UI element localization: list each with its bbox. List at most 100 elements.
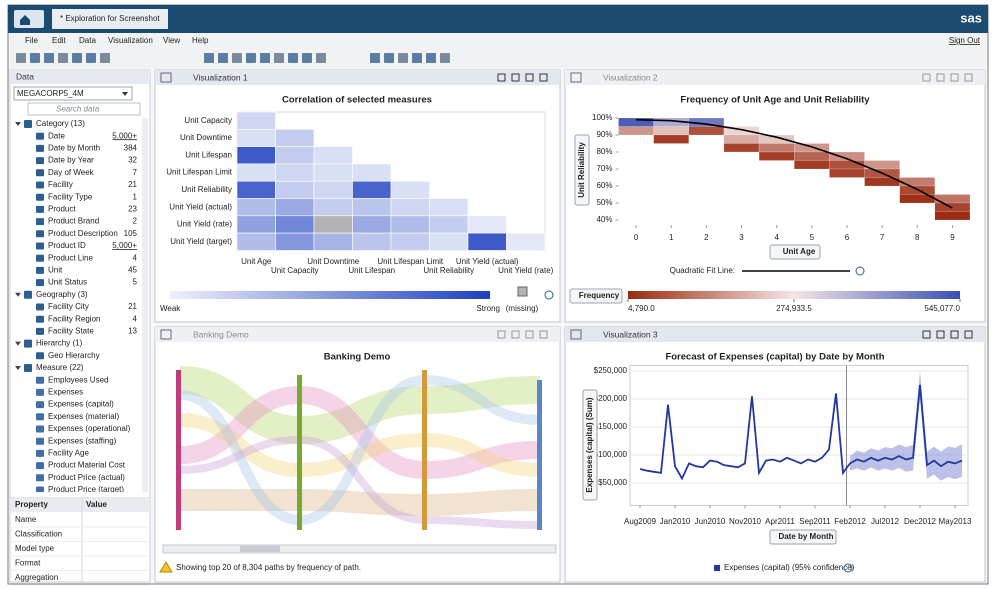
- item-label[interactable]: Facility City: [48, 302, 89, 311]
- panel: Visualization 3 Forecast of Expenses (cap…: [564, 326, 986, 583]
- item-label[interactable]: Date by Month: [48, 144, 100, 153]
- tool-button[interactable]: [288, 53, 298, 63]
- info-icon[interactable]: [855, 266, 865, 276]
- item-label[interactable]: Product ID: [48, 241, 86, 250]
- tool-button[interactable]: [440, 53, 450, 63]
- panel-title: Banking Demo: [193, 329, 249, 339]
- search-box[interactable]: [27, 102, 141, 116]
- item-label[interactable]: Day of Week: [48, 168, 95, 177]
- x-label-button[interactable]: [769, 244, 821, 260]
- panel-pin-button[interactable]: [922, 330, 931, 339]
- item-label[interactable]: Product Brand: [48, 217, 99, 226]
- item-label[interactable]: Product Price (target): [48, 485, 124, 494]
- tool-button[interactable]: [398, 53, 408, 63]
- panel-close-button[interactable]: [964, 330, 973, 339]
- item-label[interactable]: Facility Region: [48, 314, 100, 323]
- tool-button[interactable]: [58, 53, 68, 63]
- item-label[interactable]: Facility Type: [48, 192, 93, 201]
- menu-item[interactable]: View: [163, 36, 180, 45]
- item-label[interactable]: Facility State: [48, 327, 94, 336]
- tool-button[interactable]: [232, 53, 242, 63]
- item-label[interactable]: Product Line: [48, 253, 93, 262]
- expander[interactable]: [15, 292, 21, 297]
- menu-item[interactable]: Edit: [52, 36, 67, 45]
- group-label[interactable]: Hierarchy (1): [36, 339, 83, 348]
- panel-max-button[interactable]: [525, 73, 534, 82]
- panel-min-button[interactable]: [936, 73, 945, 82]
- y-label-button[interactable]: [582, 389, 598, 501]
- item-label[interactable]: Expenses (staffing): [48, 436, 117, 445]
- tool-button[interactable]: [384, 53, 394, 63]
- info-icon[interactable]: [843, 563, 853, 573]
- panel-close-button[interactable]: [539, 73, 548, 82]
- cell: [429, 198, 469, 217]
- scrollbar[interactable]: [142, 118, 148, 492]
- expander[interactable]: [15, 366, 21, 370]
- tool-button[interactable]: [44, 53, 54, 63]
- item-label[interactable]: Employees Used: [48, 375, 108, 384]
- item-label[interactable]: Geo Hierarchy: [48, 351, 100, 360]
- item-label[interactable]: Unit Status: [48, 278, 87, 287]
- tool-button[interactable]: [16, 53, 26, 63]
- tool-button[interactable]: [218, 53, 228, 63]
- info-icon[interactable]: [544, 290, 554, 300]
- tool-button[interactable]: [260, 53, 270, 63]
- menu-item[interactable]: File: [25, 36, 38, 45]
- item-label[interactable]: Product: [48, 205, 76, 214]
- source-select[interactable]: [13, 86, 133, 101]
- group-label[interactable]: Measure (22): [36, 363, 84, 372]
- scroll-thumb[interactable]: [240, 546, 280, 552]
- menu-item[interactable]: Visualization: [108, 36, 153, 45]
- x-label-button[interactable]: [769, 529, 837, 545]
- expander[interactable]: [15, 341, 21, 346]
- item-label[interactable]: Date by Year: [48, 156, 94, 165]
- tool-button[interactable]: [86, 53, 96, 63]
- tool-button[interactable]: [426, 53, 436, 63]
- panel-pin-button[interactable]: [497, 73, 506, 82]
- tool-button[interactable]: [204, 53, 214, 63]
- item-icon: [36, 437, 44, 445]
- item-label[interactable]: Expenses (capital): [48, 400, 114, 409]
- tool-button[interactable]: [302, 53, 312, 63]
- tool-button[interactable]: [274, 53, 284, 63]
- tool-button[interactable]: [72, 53, 82, 63]
- panel-close-button[interactable]: [964, 73, 973, 82]
- tab[interactable]: [52, 9, 168, 29]
- expander[interactable]: [15, 122, 21, 126]
- item-label[interactable]: Expenses (material): [48, 412, 119, 421]
- tool-button[interactable]: [100, 53, 110, 63]
- tool-button[interactable]: [316, 53, 326, 63]
- h-scrollbar[interactable]: [162, 544, 557, 554]
- item-label[interactable]: Product Price (actual): [48, 473, 125, 482]
- colorbar-button[interactable]: [569, 288, 623, 304]
- cell: [313, 146, 353, 165]
- item-label[interactable]: Product Material Cost: [48, 461, 126, 470]
- panel-min-button[interactable]: [511, 330, 520, 339]
- panel-min-button[interactable]: [511, 73, 520, 82]
- group-label[interactable]: Geography (3): [36, 290, 88, 299]
- tool-button[interactable]: [370, 53, 380, 63]
- sign-out[interactable]: Sign Out: [949, 36, 981, 45]
- tool-button[interactable]: [412, 53, 422, 63]
- item-label[interactable]: Product Description: [48, 229, 118, 238]
- panel-min-button[interactable]: [936, 330, 945, 339]
- panel-pin-button[interactable]: [497, 330, 506, 339]
- item-label[interactable]: Date: [48, 131, 65, 140]
- group-label[interactable]: Category (13): [36, 119, 85, 128]
- tool-button[interactable]: [246, 53, 256, 63]
- tool-button[interactable]: [30, 53, 40, 63]
- menu-item[interactable]: Help: [192, 36, 209, 45]
- panel-pin-button[interactable]: [922, 73, 931, 82]
- panel-max-button[interactable]: [950, 73, 959, 82]
- item-label[interactable]: Facility: [48, 180, 73, 189]
- item-label[interactable]: Expenses: [48, 388, 83, 397]
- item-label[interactable]: Unit: [48, 266, 63, 275]
- item-label[interactable]: Facility Age: [48, 449, 89, 458]
- item-label[interactable]: Expenses (operational): [48, 424, 131, 433]
- y-label-button[interactable]: [574, 134, 590, 206]
- panel-max-button[interactable]: [525, 330, 534, 339]
- menu-item[interactable]: Data: [79, 36, 96, 45]
- panel-close-button[interactable]: [539, 330, 548, 339]
- panel-max-button[interactable]: [950, 330, 959, 339]
